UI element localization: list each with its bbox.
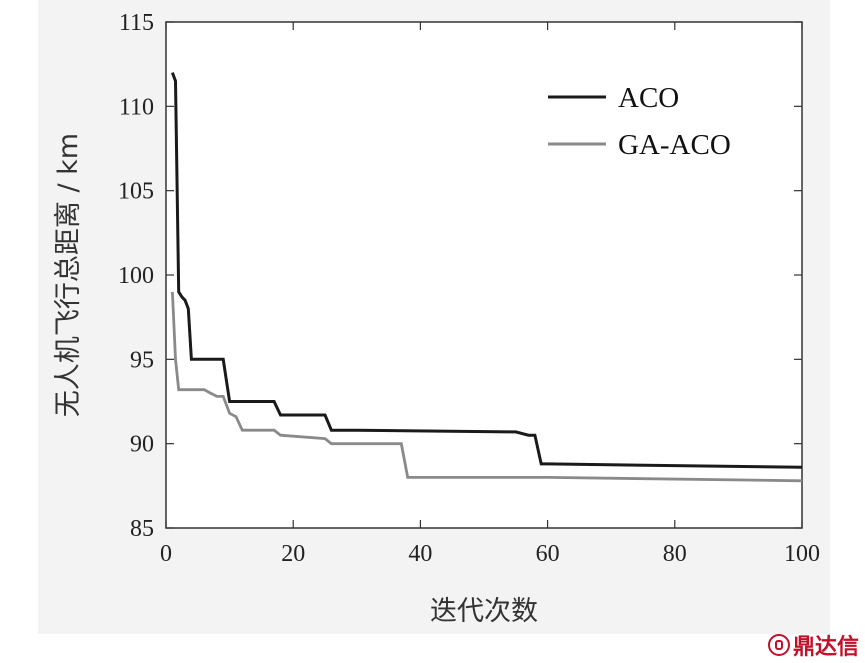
x-tick-label: 80 [663, 541, 687, 567]
y-tick-label: 110 [119, 94, 154, 120]
series-lines [170, 72, 803, 483]
watermark: 鼎达信 [767, 629, 859, 661]
series-line-ga-aco [171, 291, 803, 483]
series-line-aco [170, 72, 803, 469]
plot-frame [165, 21, 803, 529]
y-tick-label: 95 [130, 347, 154, 373]
line-chart: 0 20 40 60 80 100 85 90 95 100 105 110 115 ACO GA-ACO… [53, 10, 820, 627]
x-tick-label: 40 [408, 541, 432, 567]
x-tick-label: 20 [281, 541, 305, 567]
axis-ticks: 0 20 40 60 80 100 85 90 95 100 105 110 115 [118, 10, 820, 567]
y-tick-label: 100 [118, 263, 154, 289]
x-tick-label: 100 [784, 541, 820, 567]
legend-label: GA-ACO [618, 129, 731, 161]
watermark-logo-icon [767, 634, 790, 656]
legend: ACO GA-ACO [548, 82, 731, 161]
legend-label: ACO [618, 82, 679, 114]
y-tick-label: 90 [130, 432, 154, 458]
plot-area [165, 21, 803, 529]
chart-panel: 0 20 40 60 80 100 85 90 95 100 105 110 115 ACO GA-ACO… [38, 0, 830, 634]
watermark-text: 鼎达信 [792, 635, 859, 660]
y-tick-label: 105 [118, 179, 154, 205]
y-axis-title: 无人机飞行总距离 / km [53, 133, 84, 417]
y-tick-label: 115 [119, 10, 154, 36]
x-axis-title: 迭代次数 [430, 596, 538, 627]
y-tick-label: 85 [130, 516, 154, 542]
x-tick-label: 0 [160, 541, 172, 567]
x-tick-label: 60 [536, 541, 560, 567]
